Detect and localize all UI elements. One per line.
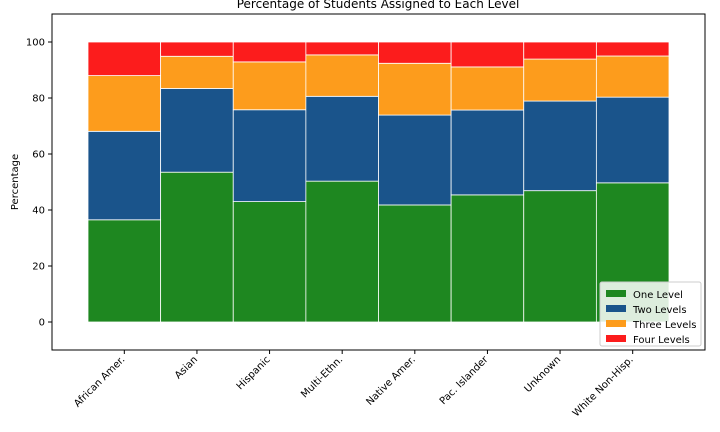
bar-two-levels-4 <box>378 114 452 206</box>
bar-one-level-5 <box>450 194 525 323</box>
bar-three-levels-2 <box>232 61 307 111</box>
legend-swatch <box>606 290 626 297</box>
x-tick-label: Multi-Ethn. <box>299 354 345 400</box>
legend-label: Four Levels <box>633 335 690 346</box>
bar-two-levels-5 <box>450 109 525 196</box>
y-tick-label: 100 <box>26 38 45 49</box>
bars-group <box>87 41 670 323</box>
y-axis-title: Percentage <box>10 154 21 210</box>
plot-frame <box>51 13 706 351</box>
legend-swatch <box>606 305 626 312</box>
bar-one-level-2 <box>232 201 307 323</box>
bar-two-levels-6 <box>523 100 597 192</box>
legend-box <box>599 281 702 347</box>
bar-one-level-3 <box>305 180 379 323</box>
bar-three-levels-0 <box>87 75 162 132</box>
bar-four-levels-7 <box>595 41 670 57</box>
bar-one-level-1 <box>160 171 234 323</box>
legend-label: Three Levels <box>632 320 696 331</box>
legend-swatch <box>606 320 626 327</box>
y-tick-label: 80 <box>32 94 45 105</box>
x-tick-label: Hispanic <box>235 354 273 392</box>
x-axis: African Amer. Asian Hispanic Multi-Ethn. Nat… <box>72 350 636 419</box>
bar-two-levels-1 <box>160 88 234 173</box>
bar-one-level-6 <box>523 190 597 323</box>
bar-two-levels-2 <box>232 109 307 202</box>
bar-three-levels-4 <box>378 62 452 116</box>
bar-four-levels-5 <box>450 41 525 68</box>
y-tick-label: 0 <box>39 318 45 329</box>
bar-four-levels-1 <box>160 41 234 57</box>
bar-two-levels-3 <box>305 95 379 182</box>
bar-four-levels-3 <box>305 41 379 56</box>
bar-three-levels-3 <box>305 54 379 97</box>
bar-four-levels-0 <box>87 41 162 76</box>
chart-title: Percentage of Students Assigned to Each … <box>237 0 520 11</box>
x-tick-label: Native Amer. <box>364 354 418 408</box>
x-tick-label: Unknown <box>523 354 564 395</box>
bar-one-level-0 <box>87 219 162 323</box>
bar-three-levels-7 <box>595 55 670 98</box>
bar-four-levels-6 <box>523 41 597 60</box>
x-tick-label: Pac. Islander <box>438 354 491 407</box>
y-tick-label: 40 <box>32 206 45 217</box>
bar-one-level-4 <box>378 204 452 323</box>
x-tick-label: Asian <box>173 354 200 381</box>
y-tick-label: 60 <box>32 150 45 161</box>
bar-four-levels-2 <box>232 41 307 63</box>
legend-label: Two Levels <box>632 305 687 316</box>
bar-three-levels-1 <box>160 55 234 89</box>
bar-three-levels-6 <box>523 58 597 102</box>
x-tick-label: African Amer. <box>72 354 127 409</box>
y-tick-label: 20 <box>32 262 45 273</box>
legend-label: One Level <box>633 290 683 301</box>
legend-swatch <box>606 335 626 342</box>
bar-two-levels-7 <box>595 96 670 184</box>
y-axis: 0 20 40 60 80 100 <box>26 38 52 329</box>
bar-two-levels-0 <box>87 130 162 221</box>
legend: One Level Two Levels Three Levels Four Leve… <box>599 281 702 347</box>
bar-four-levels-4 <box>378 41 452 64</box>
x-tick-label: White Non-Hisp. <box>571 354 636 419</box>
bar-three-levels-5 <box>450 66 525 111</box>
